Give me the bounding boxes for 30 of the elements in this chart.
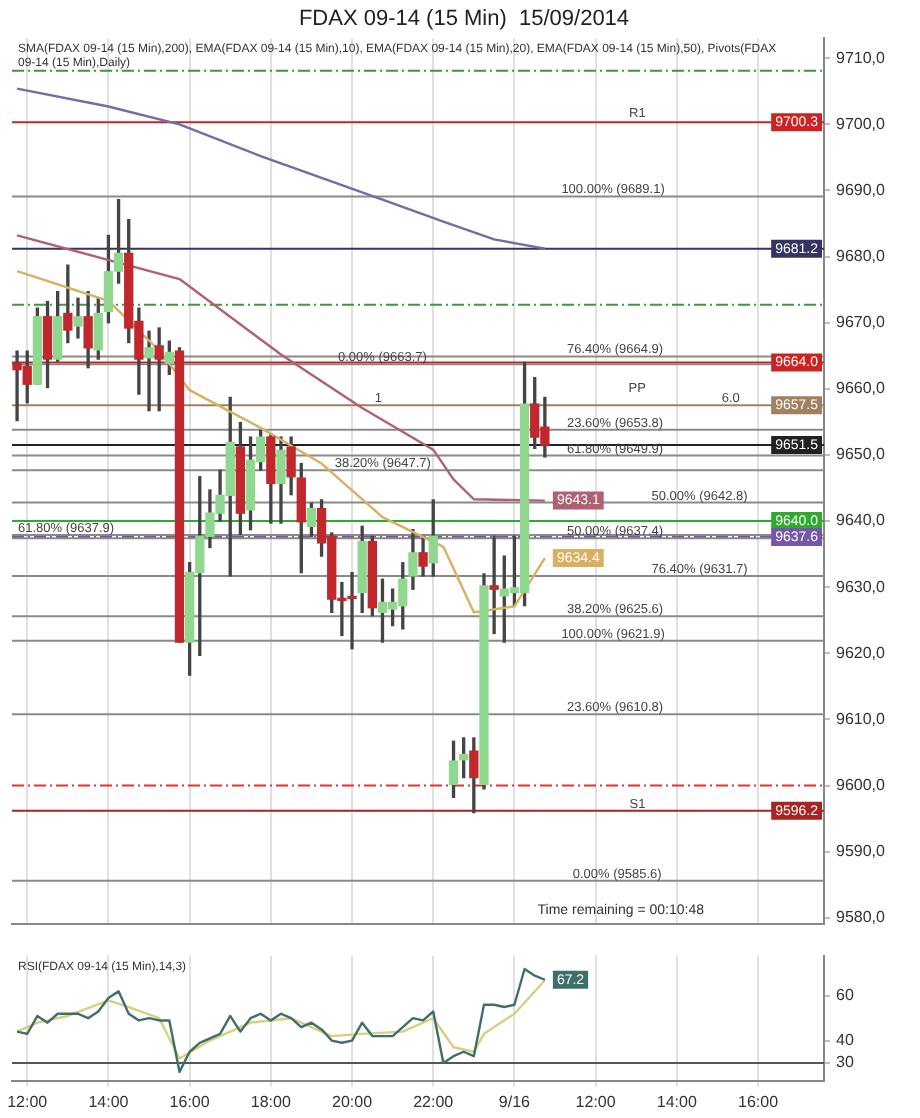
y-tick-label: 9650,0 xyxy=(836,445,887,464)
x-tick-label: 18:00 xyxy=(250,1092,292,1111)
y-tick-label: 9590,0 xyxy=(836,842,887,861)
x-tick-label: 12:00 xyxy=(7,1092,49,1111)
y-tick-label: 9670,0 xyxy=(836,313,887,332)
y-tick-label: 60 xyxy=(836,986,855,1005)
y-tick-label: 9580,0 xyxy=(836,908,887,927)
y-tick-label: 30 xyxy=(836,1053,855,1072)
y-tick-label: 9630,0 xyxy=(836,577,887,596)
x-tick-label: 22:00 xyxy=(413,1092,455,1111)
x-tick-label: 9/16 xyxy=(498,1092,532,1111)
y-tick-label: 9620,0 xyxy=(836,643,887,662)
y-tick-label: 9680,0 xyxy=(836,247,887,265)
x-tick-label: 16:00 xyxy=(737,1092,780,1111)
y-tick-label: 9700,0 xyxy=(836,114,887,133)
x-tick-label: 14:00 xyxy=(656,1092,698,1111)
chart-title: FDAX 09-14 (15 Min) 15/09/2014 xyxy=(298,7,630,32)
candlestick xyxy=(489,535,499,635)
y-tick-label: 9610,0 xyxy=(836,709,887,728)
y-tick-label: 40 xyxy=(836,1030,855,1049)
y-tick-label: 9690,0 xyxy=(836,180,887,199)
y-tick-label: 9710,0 xyxy=(836,48,887,67)
x-tick-label: 16:00 xyxy=(169,1092,211,1111)
y-tick-label: 9640,0 xyxy=(836,511,887,530)
y-tick-label: 9600,0 xyxy=(836,775,887,794)
x-tick-label: 12:00 xyxy=(575,1092,617,1111)
y-tick-label: 9660,0 xyxy=(836,379,887,398)
x-tick-label: 20:00 xyxy=(331,1092,374,1111)
candlestick xyxy=(144,330,154,412)
x-tick-label: 14:00 xyxy=(88,1092,130,1111)
